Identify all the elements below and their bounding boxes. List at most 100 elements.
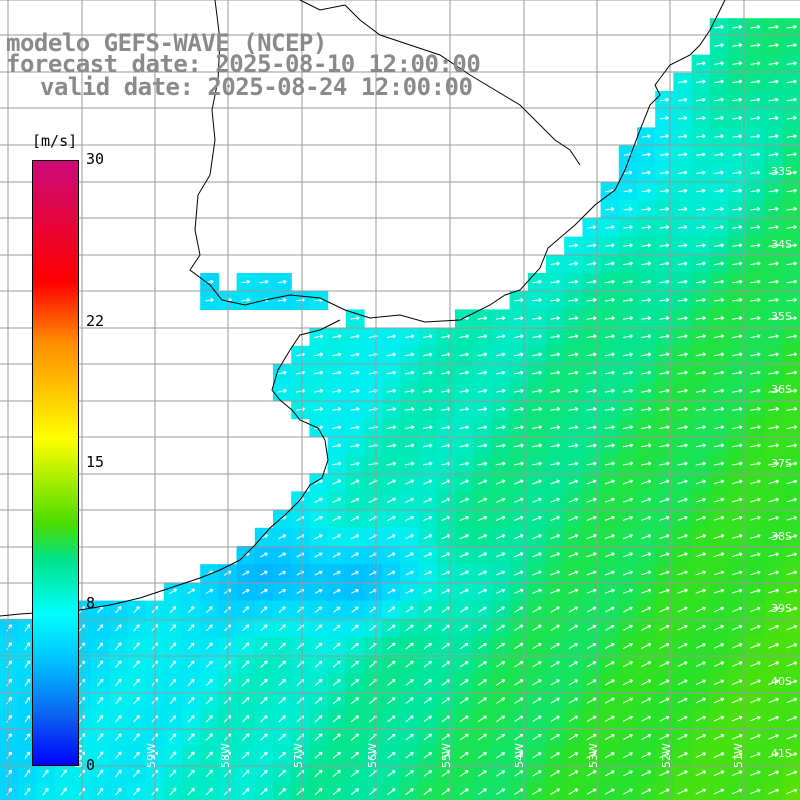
wind-arrow	[604, 679, 615, 686]
wind-arrow	[333, 624, 341, 632]
wind-arrow	[731, 570, 743, 576]
wind-arrow	[786, 388, 798, 393]
wind-arrow	[695, 552, 707, 558]
wind-arrow	[350, 788, 360, 796]
wind-arrow	[695, 697, 706, 704]
wind-arrow	[586, 352, 597, 357]
wind-arrow	[351, 624, 359, 632]
wind-arrow	[24, 733, 31, 741]
wind-arrow	[314, 425, 324, 430]
wind-arrow	[532, 443, 543, 448]
wind-arrow	[514, 752, 524, 759]
wind-arrow	[586, 370, 597, 375]
wind-arrow	[477, 715, 487, 723]
wind-arrow	[659, 588, 670, 594]
wind-arrow	[205, 642, 213, 650]
wind-arrow	[568, 261, 579, 266]
wind-arrow	[641, 152, 651, 157]
wind-arrow	[513, 443, 524, 448]
wind-arrow	[532, 788, 542, 795]
wind-arrow	[659, 443, 670, 448]
wind-arrow	[677, 334, 688, 339]
wind-arrow	[405, 624, 414, 632]
wind-arrow	[187, 697, 195, 705]
wind-arrow	[404, 407, 415, 412]
wind-arrow	[314, 370, 324, 375]
wind-arrow	[695, 679, 706, 686]
wind-arrow	[623, 407, 634, 412]
wind-arrow	[714, 152, 724, 157]
wind-arrow	[206, 606, 213, 614]
wind-arrow	[260, 788, 268, 796]
wind-arrow	[496, 552, 506, 558]
wind-arrow	[622, 715, 634, 722]
wind-arrow	[459, 552, 469, 558]
wind-arrow	[677, 170, 688, 175]
wind-arrow	[550, 734, 560, 741]
wind-arrow	[278, 697, 286, 705]
wind-arrow	[695, 624, 706, 631]
wind-arrow	[550, 316, 561, 321]
wind-arrow	[586, 443, 597, 448]
wind-arrow	[532, 570, 542, 576]
wind-arrow	[423, 370, 433, 375]
wind-arrow	[568, 243, 579, 248]
wind-arrow	[714, 261, 725, 266]
wind-arrow	[351, 570, 359, 576]
wind-arrow	[659, 425, 670, 430]
wind-arrow	[423, 733, 433, 741]
wind-arrow	[713, 461, 725, 466]
wind-arrow	[750, 61, 761, 66]
wind-arrow	[477, 370, 488, 375]
wind-arrow	[550, 443, 561, 448]
wind-arrow	[242, 697, 250, 705]
wind-arrow	[695, 443, 706, 448]
wind-arrow	[768, 243, 779, 248]
wind-arrow	[278, 589, 287, 594]
wind-arrow	[477, 788, 487, 795]
wind-arrow	[713, 515, 725, 521]
wind-arrow	[115, 678, 122, 687]
wind-arrow	[169, 733, 177, 741]
wind-arrow	[586, 733, 597, 741]
wind-arrow	[768, 115, 779, 121]
wind-arrow	[260, 570, 268, 576]
wind-arrow	[423, 624, 432, 632]
colorbar-unit: [m/s]	[32, 132, 78, 150]
wind-arrow	[423, 334, 433, 339]
wind-arrow	[242, 606, 250, 613]
wind-arrow	[750, 624, 761, 631]
wind-arrow	[459, 733, 469, 741]
wind-arrow	[568, 588, 579, 594]
wind-arrow	[532, 643, 542, 650]
wind-arrow	[677, 152, 688, 157]
wind-arrow	[750, 279, 761, 284]
wind-arrow	[459, 751, 469, 759]
wind-arrow	[459, 425, 469, 430]
wind-arrow	[568, 334, 579, 339]
wind-arrow	[604, 479, 615, 485]
wind-arrow	[750, 643, 761, 649]
wind-arrow	[714, 206, 724, 212]
wind-arrow	[423, 534, 433, 540]
wind-arrow	[604, 316, 615, 321]
wind-arrow	[514, 334, 524, 339]
wind-arrow	[786, 297, 798, 302]
wind-arrow	[332, 407, 342, 412]
wind-arrow	[278, 715, 286, 723]
wind-arrow	[242, 715, 250, 723]
wind-arrow	[641, 534, 652, 539]
wind-arrow	[532, 661, 542, 668]
wind-arrow	[732, 643, 743, 649]
wind-arrow	[550, 425, 561, 430]
wind-arrow	[423, 788, 433, 796]
wind-arrow	[713, 734, 725, 740]
wind-arrow	[604, 515, 615, 521]
wind-arrow	[169, 624, 177, 632]
wind-arrow	[786, 697, 798, 704]
wind-arrow	[514, 715, 524, 723]
wind-arrow	[586, 425, 597, 430]
wind-arrow	[532, 697, 542, 704]
wind-arrow	[731, 661, 743, 667]
